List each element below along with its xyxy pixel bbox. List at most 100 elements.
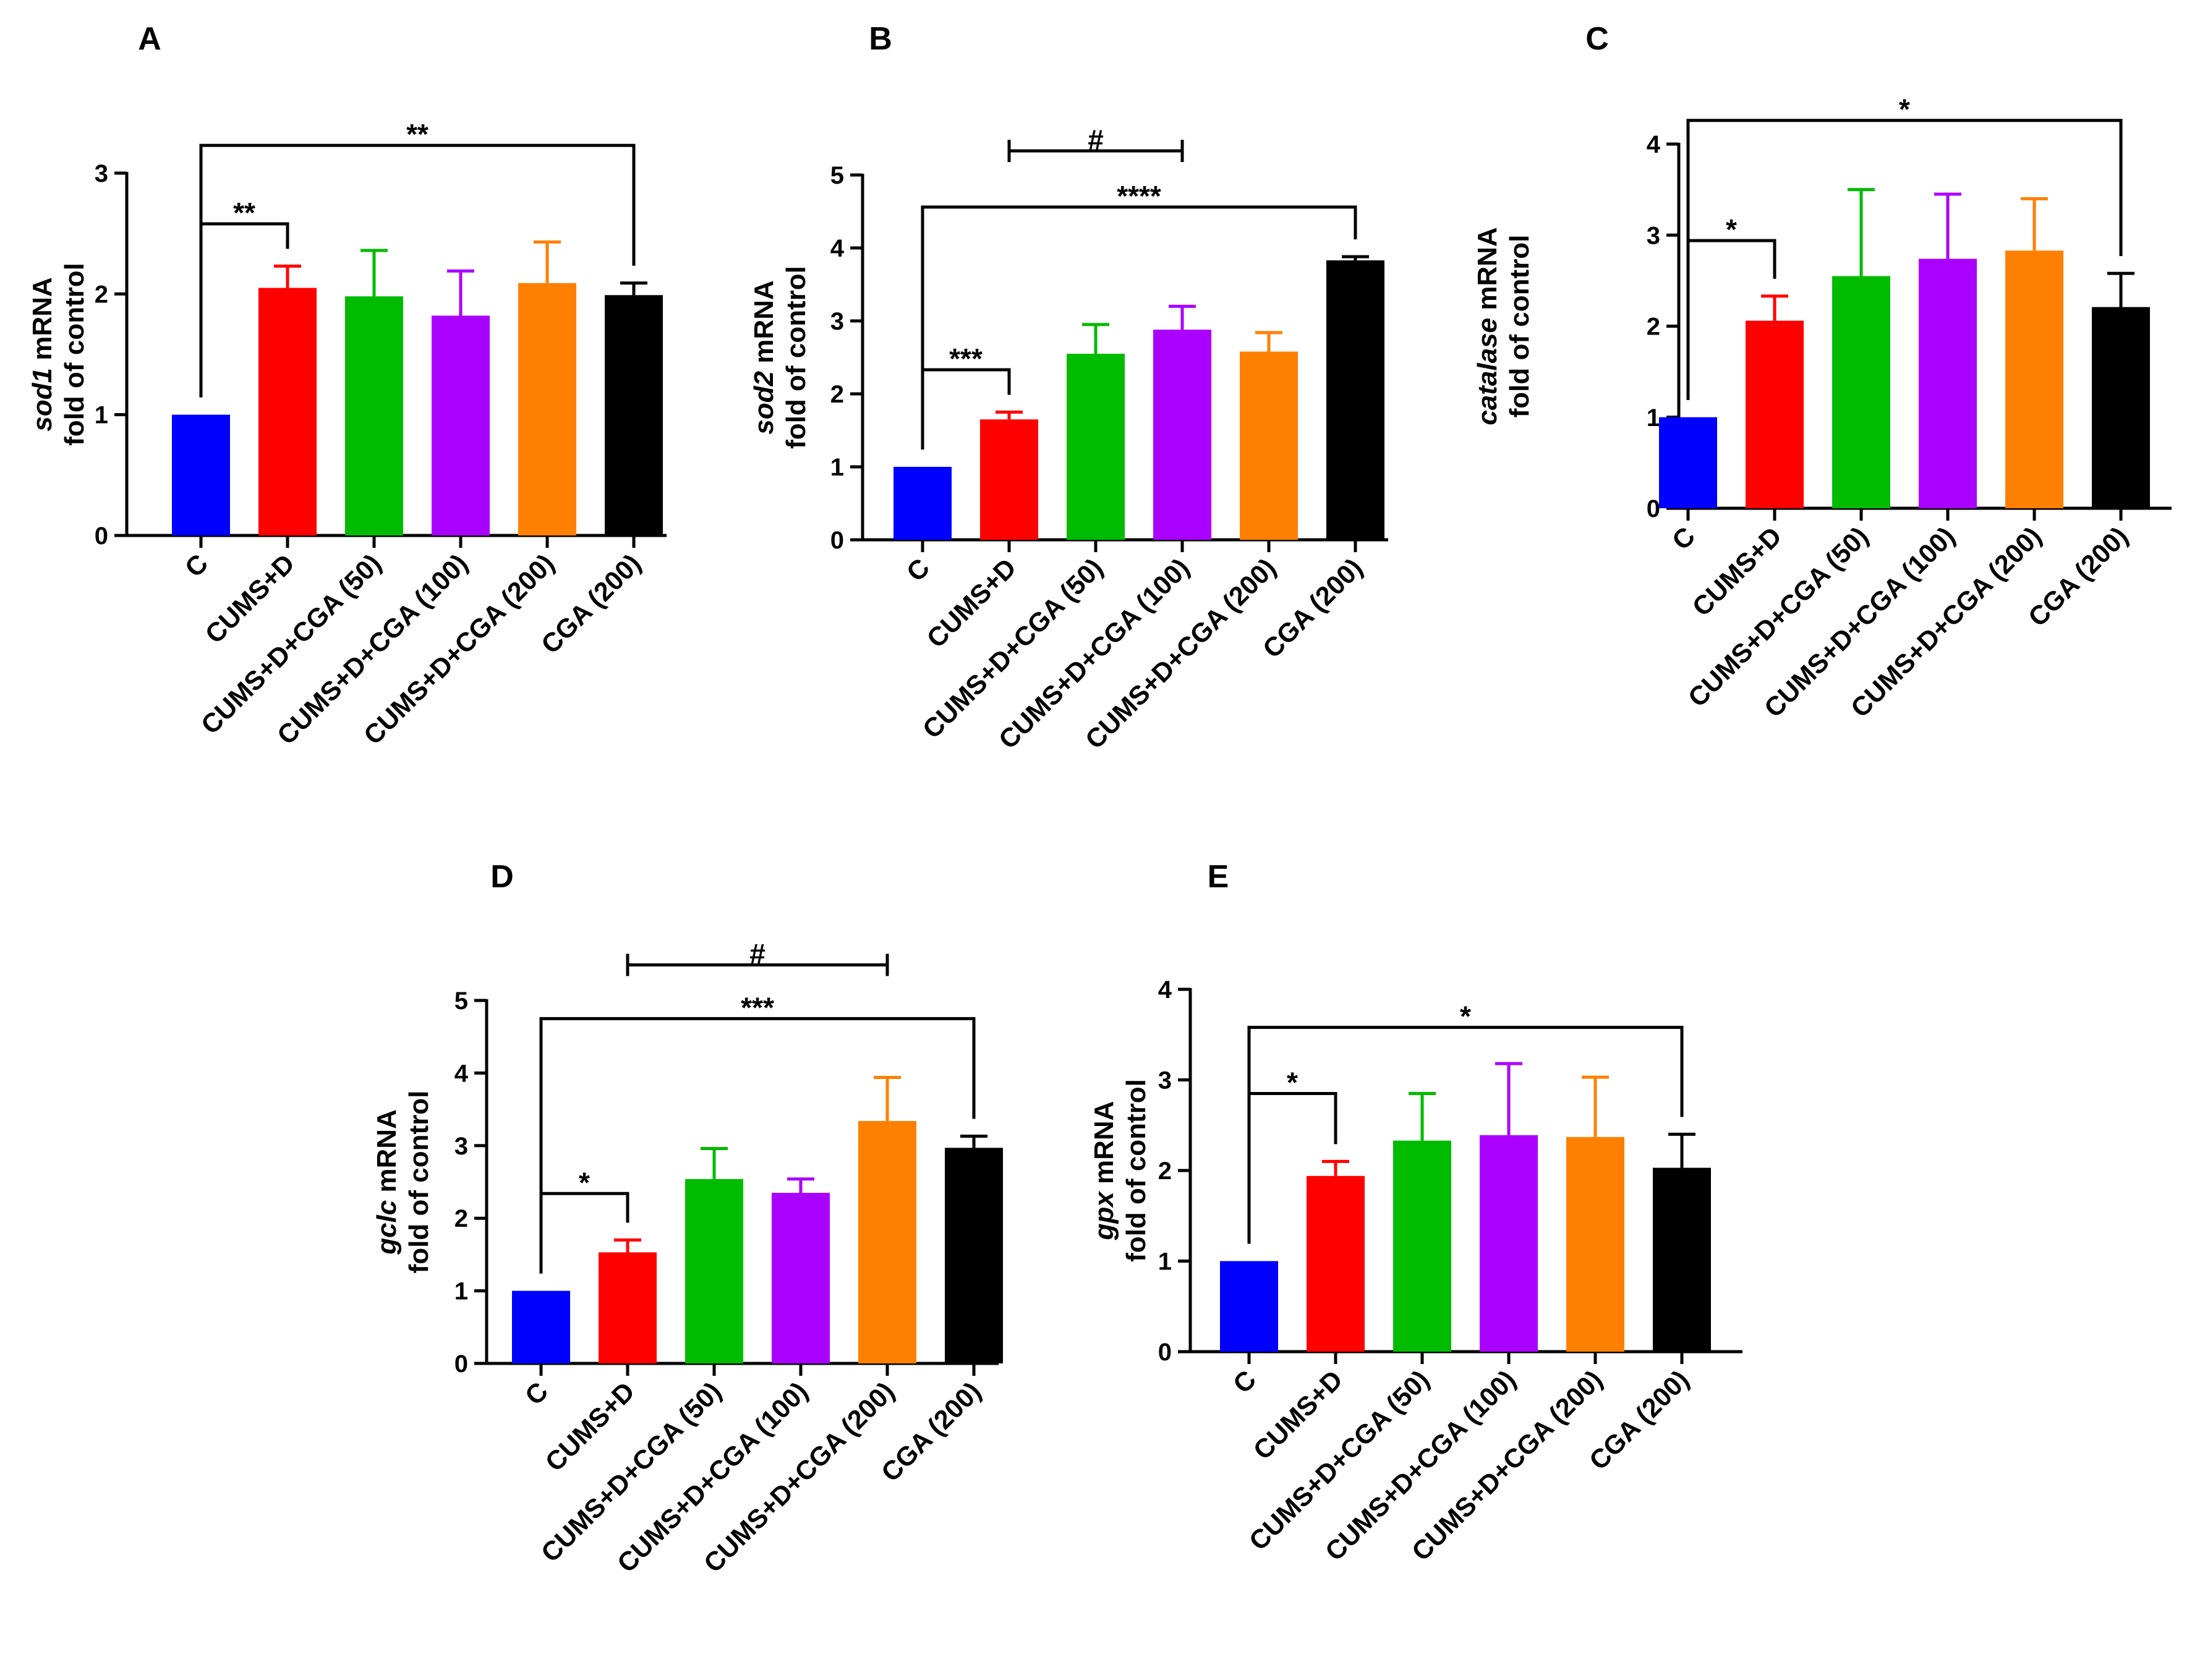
y-tick-label: 4 xyxy=(1158,976,1172,1004)
significance-bracket xyxy=(1686,119,2123,400)
x-category-label: C xyxy=(1666,521,1701,556)
significance-label: ** xyxy=(233,197,255,229)
y-tick-label: 1 xyxy=(1647,404,1660,432)
y-tick-label: 1 xyxy=(95,402,108,429)
bar-1 xyxy=(893,467,952,540)
significance-label: * xyxy=(1899,93,1910,126)
bar-3 xyxy=(1067,354,1125,540)
bar-5 xyxy=(858,1120,916,1363)
y-axis-gene-name: sod2 xyxy=(749,370,779,434)
y-tick-label: 0 xyxy=(454,1350,468,1378)
y-tick-label: 1 xyxy=(1158,1248,1172,1276)
y-tick-label: 3 xyxy=(1158,1067,1172,1094)
bar-5 xyxy=(518,283,576,535)
bar-2 xyxy=(599,1252,657,1363)
panel-letter: E xyxy=(1208,859,1229,895)
bar-6 xyxy=(2092,307,2150,508)
bar-3 xyxy=(685,1179,743,1363)
y-tick-label: 4 xyxy=(830,235,845,262)
bar-5 xyxy=(1566,1136,1624,1352)
y-tick-label: 5 xyxy=(454,987,468,1015)
y-axis-label-line2: fold of control xyxy=(1504,235,1535,418)
significance-label: *** xyxy=(741,991,774,1023)
significance-label: * xyxy=(579,1166,590,1198)
y-tick-label: 2 xyxy=(95,281,108,308)
bar-2 xyxy=(1746,320,1804,508)
y-tick-label: 4 xyxy=(454,1060,469,1087)
y-tick-label: 4 xyxy=(1647,131,1661,158)
y-axis-unit: mRNA xyxy=(1472,227,1503,318)
bar-4 xyxy=(1153,330,1211,540)
y-tick-label: 3 xyxy=(830,308,844,335)
bar-1 xyxy=(1659,417,1717,508)
y-axis-label: sod2 mRNA xyxy=(749,280,779,434)
y-axis-unit: mRNA xyxy=(749,280,779,371)
y-axis-unit: mRNA xyxy=(372,1109,402,1200)
bar-1 xyxy=(172,414,230,535)
y-axis-unit: mRNA xyxy=(1089,1101,1119,1192)
bar-2 xyxy=(1307,1175,1365,1352)
y-axis-unit: mRNA xyxy=(27,277,58,368)
x-category-label: C xyxy=(519,1376,554,1411)
significance-bracket xyxy=(539,1017,976,1274)
bar-5 xyxy=(2005,250,2063,508)
y-axis-label-line2: fold of control xyxy=(1121,1079,1151,1262)
y-tick-label: 5 xyxy=(830,162,844,189)
x-category-label: C xyxy=(901,553,936,587)
bar-4 xyxy=(772,1193,830,1363)
significance-label: # xyxy=(749,937,765,970)
bar-3 xyxy=(1393,1140,1451,1352)
bar-6 xyxy=(605,295,663,535)
bar-4 xyxy=(432,315,490,535)
y-tick-label: 1 xyxy=(454,1278,468,1305)
panel-letter: A xyxy=(138,21,161,57)
y-tick-label: 3 xyxy=(1647,222,1660,249)
bar-1 xyxy=(1220,1261,1278,1352)
y-tick-label: 2 xyxy=(1647,313,1660,341)
y-tick-label: 0 xyxy=(830,527,844,554)
significance-label: * xyxy=(1726,213,1737,245)
y-axis-label: gclc mRNA xyxy=(372,1109,402,1255)
significance-bracket xyxy=(921,205,1357,450)
y-axis-label: gpx mRNA xyxy=(1089,1101,1119,1241)
x-category-label: C xyxy=(1227,1365,1262,1399)
y-axis-gene-name: gclc xyxy=(372,1200,402,1255)
bar-6 xyxy=(945,1148,1003,1363)
y-tick-label: 3 xyxy=(454,1133,468,1160)
bar-3 xyxy=(345,296,403,535)
x-category-label: C xyxy=(179,548,214,583)
panel-letter: C xyxy=(1585,21,1609,57)
y-axis-gene-name: catalase xyxy=(1472,318,1503,425)
y-axis-gene-name: gpx xyxy=(1089,1191,1119,1241)
significance-label: **** xyxy=(1117,180,1161,212)
bar-1 xyxy=(512,1290,570,1363)
bar-4 xyxy=(1919,258,1977,508)
y-axis-label-line2: fold of control xyxy=(781,266,811,449)
y-tick-label: 1 xyxy=(830,454,844,481)
bar-2 xyxy=(258,288,317,535)
y-tick-label: 3 xyxy=(95,160,108,187)
significance-label: ** xyxy=(406,118,429,150)
y-tick-label: 2 xyxy=(1158,1158,1172,1185)
y-tick-label: 2 xyxy=(830,381,844,408)
y-tick-label: 0 xyxy=(1647,495,1660,522)
panel-letter: D xyxy=(490,859,514,895)
significance-label: *** xyxy=(949,343,983,375)
panel-letter: B xyxy=(869,21,892,57)
bar-5 xyxy=(1240,351,1298,540)
bar-6 xyxy=(1653,1167,1711,1352)
y-tick-label: 0 xyxy=(1158,1339,1172,1366)
y-axis-gene-name: sod1 xyxy=(27,368,58,432)
bar-2 xyxy=(980,419,1038,540)
significance-bracket xyxy=(199,143,636,398)
y-axis-label: sod1 mRNA xyxy=(27,277,58,431)
significance-label: # xyxy=(1088,124,1104,156)
significance-label: * xyxy=(1460,1000,1471,1033)
bar-3 xyxy=(1832,276,1890,508)
y-axis-label: catalase mRNA xyxy=(1472,227,1503,425)
